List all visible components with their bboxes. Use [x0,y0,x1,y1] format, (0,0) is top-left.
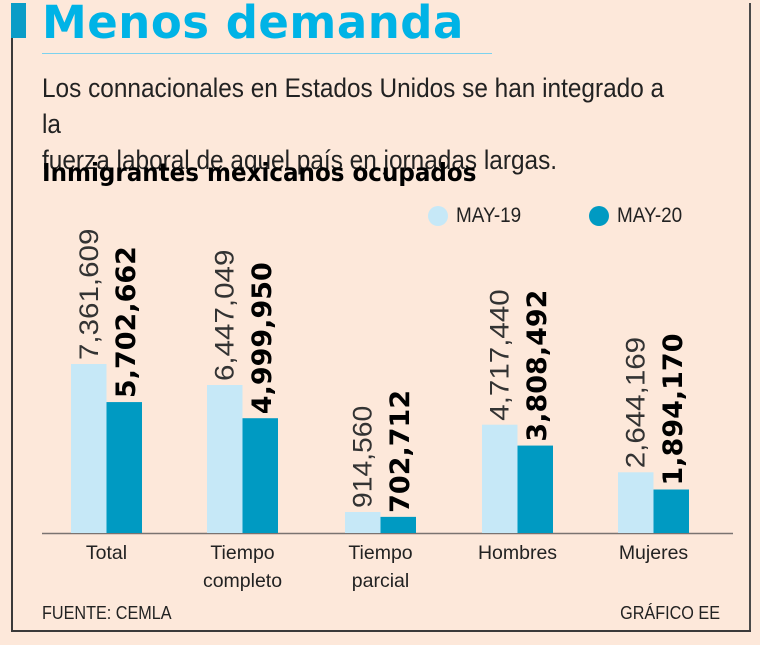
value-label-may-19-tiempo-completo: 6,447,049 [210,250,240,381]
frame-bottom-border [11,630,751,632]
bar-may-20-tiempo-completo [242,418,278,533]
legend-item-may19: MAY-19 [428,203,528,229]
value-label-may-20-mujeres: 1,894,170 [658,333,689,485]
bar-may-20-tiempo-parcial [380,516,416,533]
category-label-tiempo-completo: Tiempo [210,542,274,564]
title-divider [42,53,492,54]
page-title: Menos demanda [42,0,464,49]
subtitle: Los connacionales en Estados Unidos se h… [42,70,686,178]
title-accent-bar [11,3,26,38]
bar-may-19-tiempo-parcial [345,512,381,533]
chart-title: Inmigrantes mexicanos ocupados [42,158,477,187]
source-note: FUENTE: CEMLA [42,603,172,623]
bar-may-19-total [71,364,107,533]
value-label-may-19-total: 7,361,609 [74,229,104,360]
bar-may-19-mujeres [618,472,654,533]
category-label-tiempo-parcial: Tiempo [348,542,412,564]
category-label-tiempo-completo-line-2: completo [203,570,282,592]
bar-may-20-total [106,402,142,533]
value-label-may-19-mujeres: 2,644,169 [621,337,651,468]
frame-left-border [11,38,13,632]
bar-may-19-hombres [482,424,518,533]
category-label-hombres: Hombres [478,542,557,564]
bar-may-19-tiempo-completo [207,384,243,533]
subtitle-line-1: Los connacionales en Estados Unidos se h… [42,73,665,139]
legend-label-may19: MAY-19 [456,204,522,227]
frame-right-border [749,3,751,632]
value-label-may-20-total: 5,702,662 [111,246,142,398]
category-label-mujeres: Mujeres [619,542,689,564]
category-label-tiempo-parcial-line-2: parcial [352,570,409,592]
bar-may-20-mujeres [653,489,689,533]
value-label-may-19-tiempo-parcial: 914,560 [348,406,378,508]
value-label-may-20-tiempo-completo: 4,999,950 [247,262,278,414]
legend-label-may20: MAY-20 [617,204,683,227]
legend-swatch-may19 [428,206,448,226]
category-label-total: Total [86,542,127,564]
bar-may-20-hombres [517,445,553,533]
value-label-may-20-hombres: 3,808,492 [522,290,553,442]
legend-item-may20: MAY-20 [589,203,689,229]
value-label-may-20-tiempo-parcial: 702,712 [385,390,416,513]
legend-swatch-may20 [589,206,609,226]
graphic-credit: GRÁFICO EE [620,603,720,623]
value-label-may-19-hombres: 4,717,440 [485,289,515,420]
subtitle-line-2: fuerza laboral de aquel país en jornadas… [42,145,558,175]
